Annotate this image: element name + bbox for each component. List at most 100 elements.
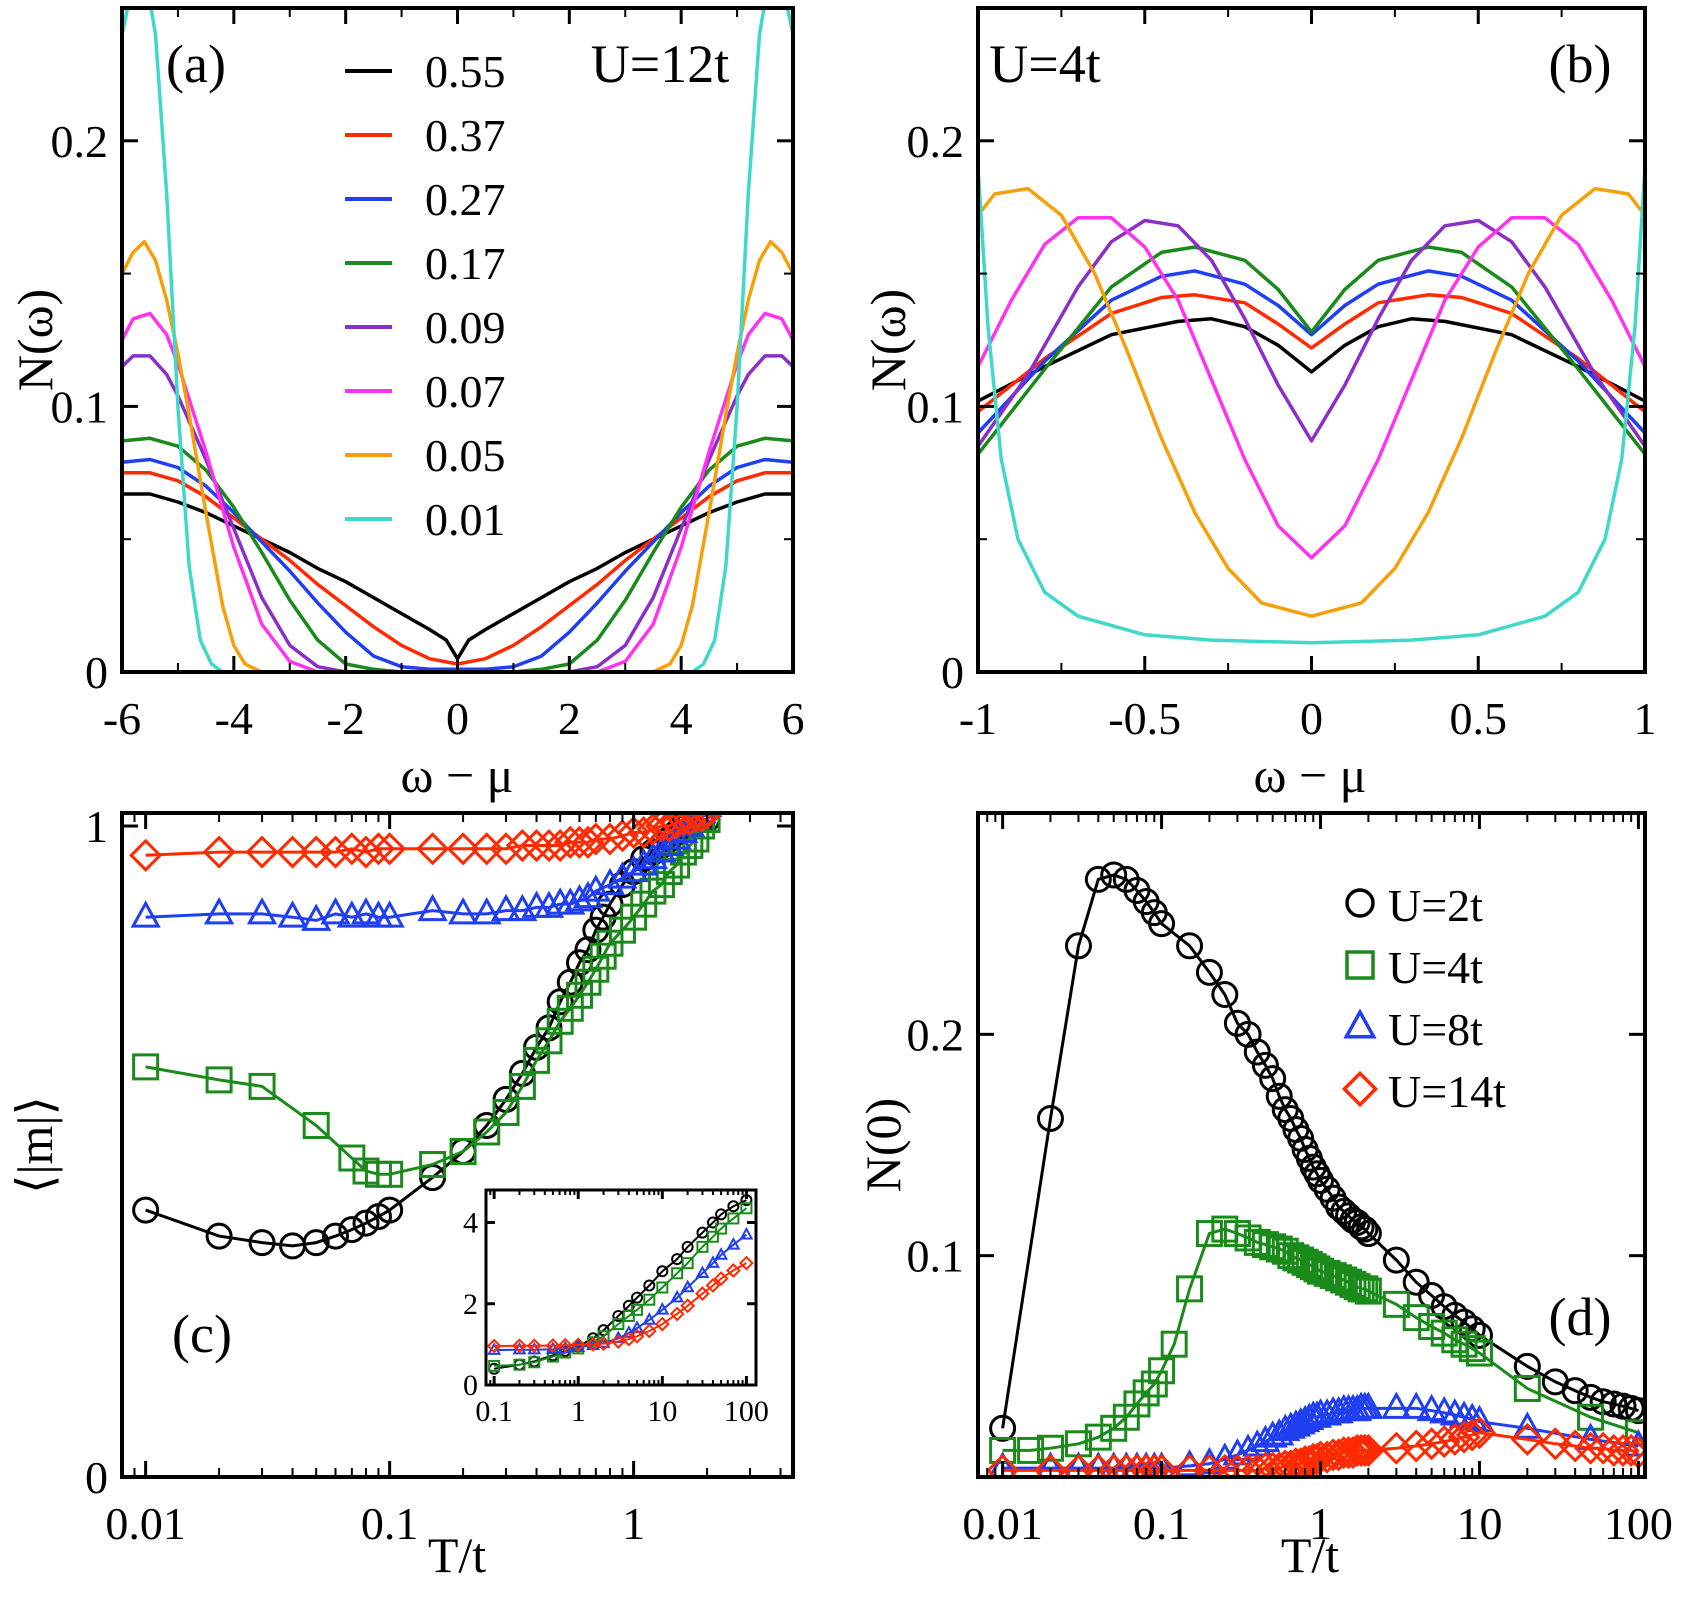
- data-point: [1195, 958, 1223, 986]
- data-point: [488, 1359, 501, 1372]
- data-point: [639, 877, 667, 905]
- data-point: [596, 1335, 611, 1348]
- x-tick-label: 1: [1309, 1498, 1332, 1549]
- data-point: [740, 1202, 753, 1215]
- data-point: [1538, 1427, 1572, 1461]
- data-point: [130, 900, 161, 928]
- data-point: [416, 832, 450, 866]
- data-point: [637, 841, 669, 870]
- series-line-0.09: [978, 218, 1645, 448]
- data-point: [1112, 1451, 1141, 1477]
- data-point: [1064, 932, 1092, 960]
- x-tick-label: 0: [1300, 693, 1323, 744]
- data-point: [473, 1118, 501, 1146]
- data-point: [1342, 1393, 1373, 1422]
- legend-label: 0.17: [425, 238, 506, 289]
- x-axis-title: ω − μ: [1254, 747, 1367, 803]
- data-point: [668, 815, 699, 844]
- data-point: [989, 1414, 1017, 1442]
- data-point: [655, 1302, 670, 1315]
- x-tick-label: 100: [724, 1395, 769, 1428]
- data-point: [618, 854, 649, 883]
- data-point: [557, 1337, 573, 1353]
- data-point: [376, 1160, 404, 1188]
- data-point: [739, 1255, 754, 1271]
- data-point: [562, 825, 597, 859]
- data-point: [1307, 1166, 1335, 1194]
- data-point: [706, 1230, 719, 1243]
- data-point: [1401, 1391, 1432, 1419]
- plot-frame: [120, 811, 795, 1479]
- data-point: [528, 1356, 541, 1369]
- y-tick-label: 4: [463, 1207, 478, 1240]
- data-point: [1462, 1416, 1496, 1450]
- y-tick-label: 0.2: [907, 116, 965, 167]
- data-point: [545, 1338, 561, 1354]
- data-point: [1353, 1391, 1384, 1419]
- data-point: [661, 822, 692, 850]
- plot-area: [129, 813, 724, 1260]
- data-point: [1084, 1423, 1112, 1451]
- data-point: [679, 813, 713, 833]
- series-line-0.05: [978, 186, 1645, 618]
- series-line-0.27: [978, 269, 1645, 435]
- data-point: [727, 1200, 740, 1213]
- x-tick-label: 0: [446, 693, 469, 744]
- series-line-0.01: [978, 167, 1645, 645]
- data-point: [513, 1358, 526, 1371]
- data-point: [1512, 1411, 1543, 1439]
- data-point: [1448, 1400, 1480, 1428]
- data-point: [1195, 1220, 1223, 1248]
- data-point: [1343, 1008, 1377, 1039]
- data-point: [301, 903, 332, 931]
- y-axis-title: ⟨|m|⟩: [7, 1096, 63, 1194]
- x-tick-label: -1: [959, 693, 997, 744]
- data-point: [607, 861, 638, 889]
- plot-frame: [120, 6, 795, 674]
- plot-area: [986, 861, 1645, 1477]
- data-point: [1279, 1447, 1313, 1477]
- data-point: [1251, 1051, 1279, 1079]
- data-point: [1145, 1453, 1179, 1477]
- data-point: [1243, 1038, 1271, 1066]
- data-point: [690, 813, 724, 830]
- data-point: [1176, 1275, 1204, 1303]
- data-point: [612, 1318, 625, 1331]
- panel-c: 0.01 0.1 101(c)T/t⟨|m|⟩: [7, 801, 795, 1583]
- data-point: [132, 1196, 160, 1224]
- data-point: [1354, 1277, 1382, 1305]
- data-point: [1036, 1451, 1065, 1477]
- data-point: [986, 1453, 1020, 1477]
- data-point: [1097, 1453, 1131, 1477]
- data-point: [714, 1247, 729, 1260]
- y-tick-label: 0.2: [907, 1009, 965, 1060]
- data-point: [492, 1098, 520, 1126]
- data-point: [705, 1278, 721, 1293]
- data-point: [1464, 1404, 1495, 1433]
- data-point: [706, 1216, 719, 1229]
- data-point: [1265, 1082, 1293, 1110]
- series-line-0.55: [978, 317, 1645, 403]
- data-point: [739, 1226, 754, 1240]
- legend-label: U=14t: [1388, 1066, 1506, 1117]
- data-point: [643, 1279, 656, 1292]
- data-point: [1577, 1403, 1605, 1431]
- series-markers-U=4t: [989, 1215, 1645, 1464]
- data-point: [1294, 1402, 1325, 1430]
- series-markers-U=8t: [130, 813, 723, 931]
- data-point: [630, 1320, 644, 1333]
- x-tick-label: 6: [782, 693, 805, 744]
- data-point: [1284, 1447, 1318, 1477]
- data-point: [1510, 1422, 1544, 1456]
- panel-annotation: U=4t: [989, 34, 1100, 94]
- x-tick-label: 10: [647, 1395, 677, 1428]
- data-point: [129, 838, 163, 872]
- data-point: [695, 1286, 710, 1302]
- y-axis-title: N(0): [855, 1098, 911, 1192]
- legend-label: 0.09: [425, 302, 506, 353]
- series-markers-U=14t: [986, 1416, 1645, 1477]
- x-tick-label: -2: [327, 693, 365, 744]
- data-point: [505, 829, 539, 863]
- data-point: [1438, 1422, 1472, 1456]
